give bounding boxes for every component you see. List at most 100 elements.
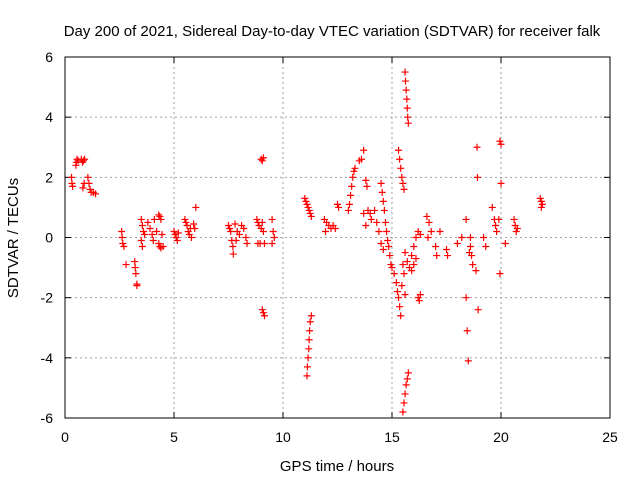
x-tick-label: 15 xyxy=(384,429,400,445)
data-point xyxy=(322,227,330,235)
data-point xyxy=(259,154,267,162)
data-point xyxy=(404,369,412,377)
data-point xyxy=(427,227,435,235)
data-point xyxy=(362,221,370,229)
data-point xyxy=(395,294,403,302)
data-point xyxy=(472,267,480,275)
data-point xyxy=(390,270,398,278)
data-point xyxy=(155,240,163,248)
data-point xyxy=(225,221,232,229)
x-axis-label: GPS time / hours xyxy=(280,458,394,475)
data-point xyxy=(258,306,266,314)
data-point xyxy=(363,182,371,190)
data-point xyxy=(408,252,416,260)
data-point xyxy=(133,282,141,290)
data-point xyxy=(510,215,518,223)
data-point xyxy=(385,243,393,251)
data-point xyxy=(410,243,418,251)
data-point xyxy=(229,250,237,258)
data-point xyxy=(81,155,89,163)
data-point xyxy=(350,167,358,175)
data-point xyxy=(174,229,182,237)
data-point xyxy=(400,185,408,193)
data-point xyxy=(153,227,161,235)
data-point xyxy=(303,363,311,371)
data-point xyxy=(131,258,139,266)
data-point xyxy=(259,309,267,317)
data-point xyxy=(415,297,423,305)
data-point xyxy=(403,104,411,112)
data-point xyxy=(260,312,268,320)
data-point xyxy=(120,243,128,251)
data-point xyxy=(171,230,179,238)
data-point xyxy=(192,203,200,211)
data-point xyxy=(158,230,166,238)
data-point xyxy=(190,220,198,228)
data-point xyxy=(416,230,424,238)
data-point xyxy=(68,173,76,181)
data-point xyxy=(304,354,312,362)
data-point xyxy=(401,68,409,76)
x-tick-label: 10 xyxy=(275,429,291,445)
data-point xyxy=(362,176,370,184)
data-point xyxy=(301,194,309,202)
data-point xyxy=(423,212,431,220)
data-point xyxy=(366,209,374,217)
data-point xyxy=(307,312,315,320)
data-point xyxy=(404,119,412,127)
data-point xyxy=(398,282,406,290)
data-point xyxy=(331,224,339,232)
data-point xyxy=(493,227,501,235)
data-point xyxy=(84,173,92,181)
data-point xyxy=(229,243,237,251)
data-point xyxy=(349,173,357,181)
data-point xyxy=(144,218,152,226)
data-point xyxy=(373,218,381,226)
data-point xyxy=(497,179,505,187)
data-point xyxy=(232,237,240,245)
data-point xyxy=(380,206,388,214)
data-point xyxy=(401,249,409,257)
data-point xyxy=(397,164,405,172)
data-point xyxy=(187,234,195,241)
data-point xyxy=(351,164,359,172)
data-point xyxy=(159,243,167,251)
data-point xyxy=(399,179,407,187)
data-point xyxy=(402,381,410,389)
data-point xyxy=(512,227,520,235)
data-point xyxy=(402,86,410,94)
data-point xyxy=(156,212,164,220)
y-tick-label: 2 xyxy=(45,169,53,185)
data-point xyxy=(139,227,147,235)
data-point xyxy=(412,234,420,241)
data-point xyxy=(433,252,441,260)
data-point xyxy=(496,137,504,145)
data-point xyxy=(307,212,315,220)
data-point xyxy=(473,173,481,181)
data-point xyxy=(412,255,420,263)
data-point xyxy=(138,221,146,229)
data-point xyxy=(378,188,386,196)
data-point xyxy=(387,261,395,269)
data-point xyxy=(416,291,424,299)
data-point xyxy=(268,240,276,248)
data-point xyxy=(401,291,409,299)
data-point xyxy=(388,264,396,272)
data-point xyxy=(474,306,482,314)
data-point xyxy=(137,237,145,245)
data-point xyxy=(536,194,544,202)
data-point xyxy=(537,197,545,205)
data-point xyxy=(173,237,181,245)
data-point xyxy=(392,279,400,287)
data-point xyxy=(141,230,149,238)
data-point xyxy=(305,206,313,214)
data-point xyxy=(268,215,276,223)
data-point xyxy=(480,234,488,241)
data-point xyxy=(155,211,163,219)
data-point xyxy=(513,224,521,232)
data-point xyxy=(231,220,239,228)
data-point xyxy=(466,234,474,241)
data-point xyxy=(403,258,411,266)
y-tick-label: 4 xyxy=(45,109,53,125)
data-point xyxy=(118,227,126,235)
